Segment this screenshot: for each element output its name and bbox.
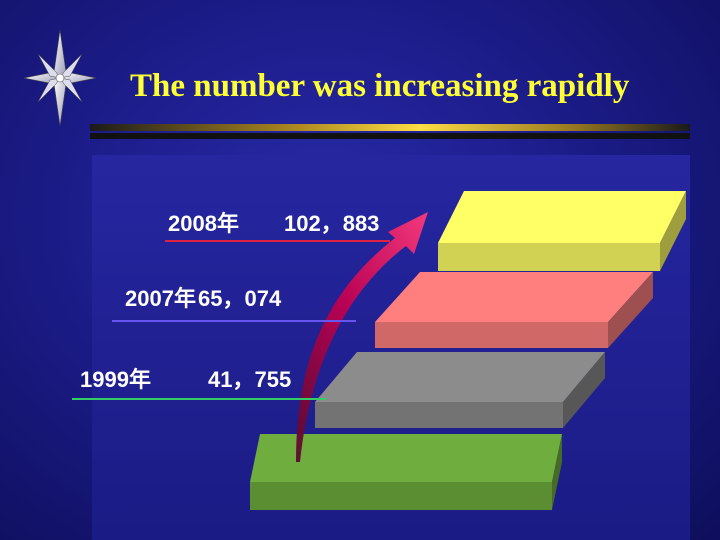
stair-step-bottom bbox=[250, 434, 562, 510]
data-label-2007: 2007年 65，074 bbox=[112, 286, 356, 322]
stair-step-2008 bbox=[438, 191, 686, 271]
growth-arrow bbox=[296, 212, 428, 462]
stair-step-2007 bbox=[375, 272, 653, 348]
compass-star-icon bbox=[23, 29, 97, 127]
stair-step-1999 bbox=[315, 352, 605, 428]
value-label: 41，755 bbox=[208, 367, 291, 392]
title-underline-bar bbox=[90, 124, 690, 139]
year-label: 1999年 bbox=[80, 367, 151, 392]
slide-title: The number was increasing rapidly bbox=[130, 68, 630, 104]
data-label-2008: 2008年 102，883 bbox=[165, 211, 390, 242]
year-label: 2007年 bbox=[125, 286, 196, 311]
value-label: 102，883 bbox=[284, 211, 379, 236]
value-label: 65，074 bbox=[198, 286, 282, 311]
year-label: 2008年 bbox=[168, 211, 239, 236]
data-label-1999: 1999年 41，755 bbox=[72, 367, 326, 400]
